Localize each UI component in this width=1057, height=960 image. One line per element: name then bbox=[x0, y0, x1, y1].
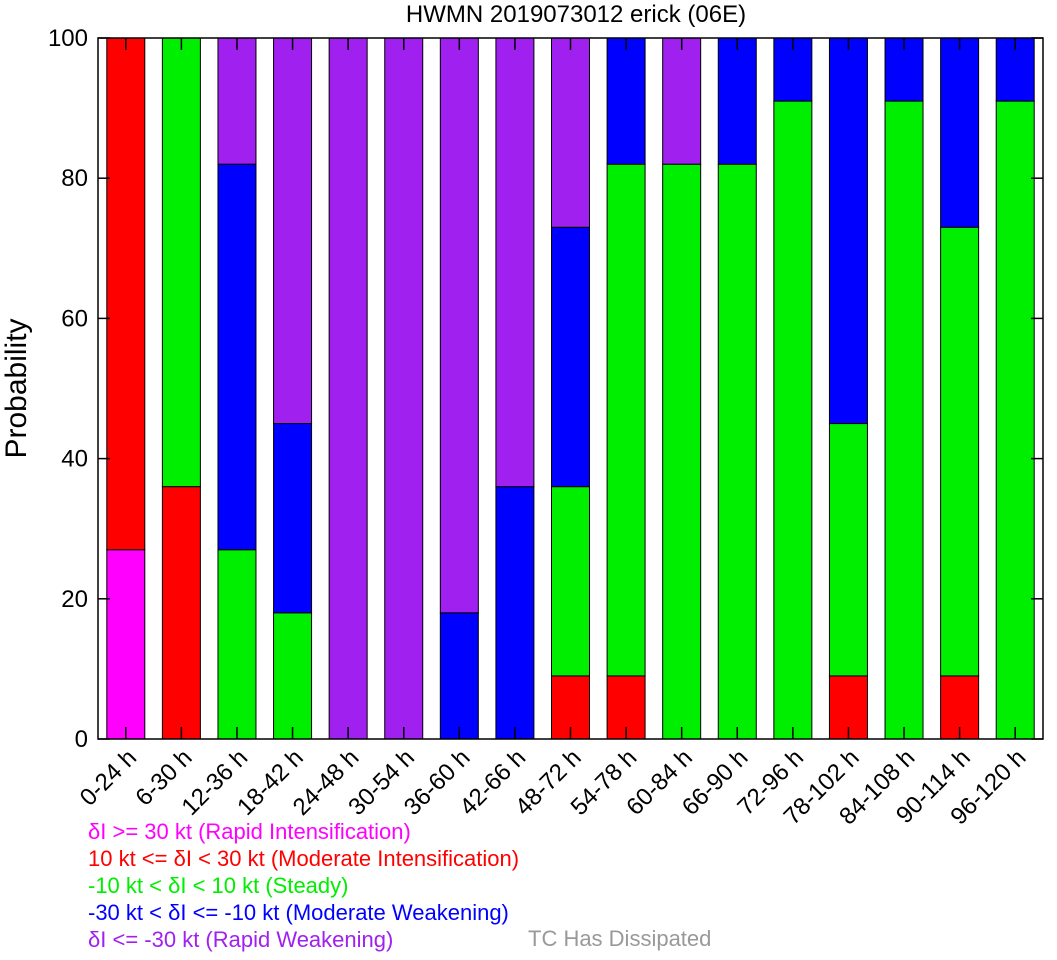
y-tick-label: 40 bbox=[61, 446, 88, 473]
bar-segment-mw-11 bbox=[717, 37, 757, 165]
bar-segment-st-16 bbox=[995, 100, 1035, 740]
chart-title: HWMN 2019073012 erick (06E) bbox=[406, 1, 746, 28]
bar-segment-st-15 bbox=[940, 226, 980, 677]
bar-segment-mw-6 bbox=[439, 612, 479, 740]
bar-segment-rw-2 bbox=[217, 37, 257, 165]
bar-segment-st-14 bbox=[884, 100, 924, 740]
legend: δI >= 30 kt (Rapid Intensification) 10 k… bbox=[88, 818, 519, 953]
bar-segment-st-13 bbox=[828, 423, 868, 677]
bar-segment-mw-13 bbox=[828, 37, 868, 425]
legend-item-steady: -10 kt < δI < 10 kt (Steady) bbox=[88, 873, 349, 898]
y-tick-label: 20 bbox=[61, 586, 88, 613]
y-tick-label: 100 bbox=[48, 25, 88, 52]
bar-segment-rw-5 bbox=[384, 37, 424, 740]
bar-segment-st-10 bbox=[662, 163, 702, 740]
bar-segment-st-11 bbox=[717, 163, 757, 740]
y-tick-label: 80 bbox=[61, 165, 88, 192]
x-tick-label: 0-24 h bbox=[75, 744, 142, 811]
bar-segment-mw-9 bbox=[606, 37, 646, 165]
bar-segment-st-12 bbox=[773, 100, 813, 740]
y-tick-label: 0 bbox=[75, 726, 88, 753]
legend-item-rapid-intensification: δI >= 30 kt (Rapid Intensification) bbox=[88, 819, 411, 844]
legend-item-dissipated: TC Has Dissipated bbox=[528, 926, 712, 951]
bar-segment-mw-3 bbox=[273, 423, 313, 614]
bar-segment-mw-14 bbox=[884, 37, 924, 102]
legend-item-rapid-weakening: δI <= -30 kt (Rapid Weakening) bbox=[88, 927, 394, 952]
bar-segment-rw-8 bbox=[551, 37, 590, 228]
bar-segment-st-3 bbox=[273, 612, 313, 740]
bar-segment-mi-1 bbox=[161, 486, 201, 740]
bar-segment-mw-8 bbox=[551, 226, 590, 488]
bar-segment-mw-2 bbox=[217, 163, 257, 551]
bar-segment-rw-6 bbox=[439, 37, 479, 614]
y-axis-label: Probability bbox=[0, 318, 33, 458]
y-ticks-group: 0 20 40 60 80 100 bbox=[48, 25, 1043, 753]
bar-segment-st-1 bbox=[161, 37, 201, 488]
bar-segment-rw-4 bbox=[328, 37, 368, 740]
bar-segment-st-8 bbox=[551, 486, 590, 677]
bar-segment-mi-0 bbox=[106, 37, 146, 551]
bar-segment-st-9 bbox=[606, 163, 646, 677]
bars-group bbox=[106, 37, 1035, 740]
bar-segment-mw-15 bbox=[940, 37, 980, 228]
bar-segment-rw-7 bbox=[495, 37, 535, 488]
bar-segment-ri-0 bbox=[106, 549, 146, 740]
legend-item-moderate-intensification: 10 kt <= δI < 30 kt (Moderate Intensific… bbox=[88, 846, 520, 871]
bar-segment-rw-10 bbox=[662, 37, 702, 165]
bar-segment-rw-3 bbox=[273, 37, 313, 425]
bar-segment-st-2 bbox=[217, 549, 257, 740]
legend-item-moderate-weakening: -30 kt < δI <= -10 kt (Moderate Weakenin… bbox=[88, 900, 509, 925]
y-tick-label: 60 bbox=[61, 305, 88, 332]
bar-segment-mw-7 bbox=[495, 486, 535, 740]
